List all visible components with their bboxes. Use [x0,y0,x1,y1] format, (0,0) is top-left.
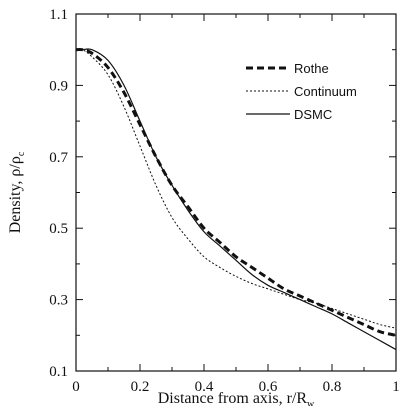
x-tick-label: 0 [72,379,80,395]
legend-label-dsmc: DSMC [294,107,332,122]
axis-ticks [75,13,397,372]
y-tick-label: 0.9 [49,78,68,94]
y-tick-label: 1.1 [49,7,68,23]
x-tick-label: 0.4 [195,379,214,395]
legend-label-rothe: Rothe [294,61,329,76]
tick-labels: 0 0.2 0.4 0.6 0.8 1 0.1 0.3 0.5 0.7 0.9 1.1 [49,7,400,395]
x-tick-label: 0.2 [131,379,150,395]
y-tick-label: 0.1 [49,364,68,380]
x-tick-label: 0.8 [323,379,342,395]
series-line-rothe [75,47,397,337]
legend: Rothe Continuum DSMC [246,61,357,122]
series-layer [75,47,397,351]
x-axis-label: Distance from axis, r/Rw [158,390,315,406]
x-tick-label: 1 [392,379,400,395]
y-tick-label: 0.3 [49,293,68,309]
y-axis-label: Density, ρ/ρc [7,151,27,233]
y-tick-label: 0.5 [49,221,68,237]
x-tick-label: 0.6 [259,379,278,395]
series-line-dsmc [75,48,397,351]
y-tick-label: 0.7 [49,150,68,166]
series-line-continuum [75,48,397,329]
legend-label-continuum: Continuum [294,84,357,99]
